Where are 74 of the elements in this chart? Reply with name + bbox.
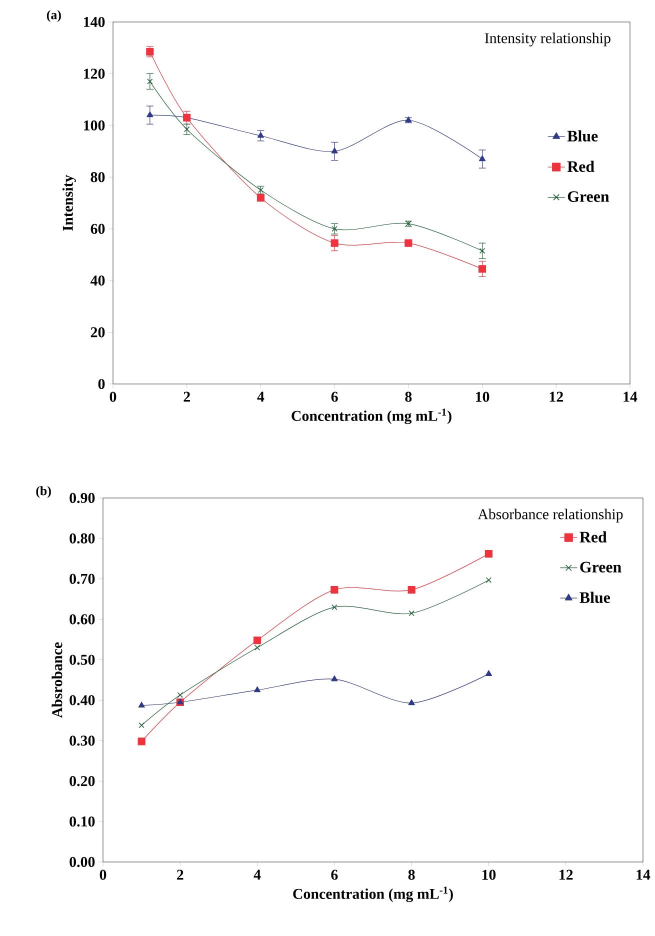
legend-label: Blue	[567, 130, 598, 142]
y-tick-label: 100	[84, 120, 105, 130]
x-tick-label: 8	[408, 870, 415, 880]
point	[254, 636, 262, 644]
point	[257, 132, 264, 138]
y-tick-label: 0.70	[70, 574, 95, 584]
y-tick-label: 0.30	[70, 736, 95, 746]
point	[184, 126, 190, 132]
point	[404, 239, 412, 247]
legend-label: Green	[568, 191, 610, 202]
legend-label: Red	[567, 160, 594, 172]
y-tick-label: 0.20	[70, 776, 95, 786]
point	[254, 644, 260, 650]
text: Absorbance relationship	[478, 508, 623, 522]
y-tick-label: 140	[84, 16, 105, 28]
point	[484, 550, 493, 558]
point	[330, 239, 338, 247]
y-tick-label: 0	[98, 378, 105, 390]
x-tick-label: 12	[560, 870, 573, 880]
chart-title: (b)	[36, 486, 51, 498]
point	[331, 147, 338, 154]
x-tick-label: 6	[331, 392, 338, 402]
point	[147, 78, 153, 84]
y-tick-label: 0.60	[70, 614, 95, 624]
y-tick-label: 80	[90, 172, 105, 182]
y-tick-label: 120	[84, 68, 105, 79]
point	[138, 702, 145, 708]
point	[478, 265, 486, 273]
y-tick-label: 0.40	[70, 695, 95, 706]
legend-label: Blue	[580, 592, 610, 604]
y-tick-label: 0.10	[70, 816, 95, 827]
point	[138, 722, 144, 728]
y-tick-label: 40	[90, 276, 105, 286]
x-tick-label: 6	[331, 870, 338, 880]
point	[177, 692, 184, 698]
x-tick-label: 4	[257, 392, 264, 402]
x-tick-label: 4	[254, 870, 261, 880]
y-axis-title: Absrobance	[52, 642, 62, 718]
y-tick-label: 0.50	[70, 654, 95, 665]
point	[330, 586, 338, 594]
x-tick-label: 2	[184, 392, 190, 402]
y-tick-label: 0.00	[70, 856, 95, 868]
text: Intensity relationship	[484, 32, 610, 46]
x-tick-label: 14	[636, 870, 650, 880]
y-tick-label: 0.80	[70, 533, 95, 544]
point	[478, 155, 486, 162]
x-tick-label: 2	[177, 870, 184, 880]
y-axis-title: Intensity	[62, 174, 76, 231]
point	[332, 226, 338, 232]
point	[331, 675, 338, 682]
point	[146, 111, 154, 118]
point	[485, 670, 492, 676]
point	[138, 738, 146, 746]
point	[254, 686, 261, 692]
point	[479, 248, 486, 254]
x-tick-label: 10	[476, 392, 490, 402]
x-tick-label: 12	[550, 392, 563, 402]
y-tick-label: 20	[90, 327, 105, 338]
x-axis-title: Concentration (mg mL$^{-1}$)	[293, 886, 453, 902]
point	[332, 604, 338, 610]
point	[408, 699, 415, 706]
point	[408, 586, 416, 594]
legend-label: Red	[580, 531, 607, 543]
legend-label: Green	[580, 562, 622, 572]
x-axis-title: Concentration (mg mL$^{-1}$)	[292, 408, 452, 424]
point	[486, 577, 492, 583]
chart-title: (a)	[46, 10, 61, 22]
point	[408, 610, 414, 616]
x-tick-label: 14	[624, 392, 638, 402]
x-tick-label: 10	[482, 870, 496, 880]
x-tick-label: 8	[405, 392, 412, 402]
y-tick-label: 0.90	[70, 492, 95, 504]
y-tick-label: 60	[90, 224, 105, 234]
x-tick-label: 0	[110, 392, 116, 402]
